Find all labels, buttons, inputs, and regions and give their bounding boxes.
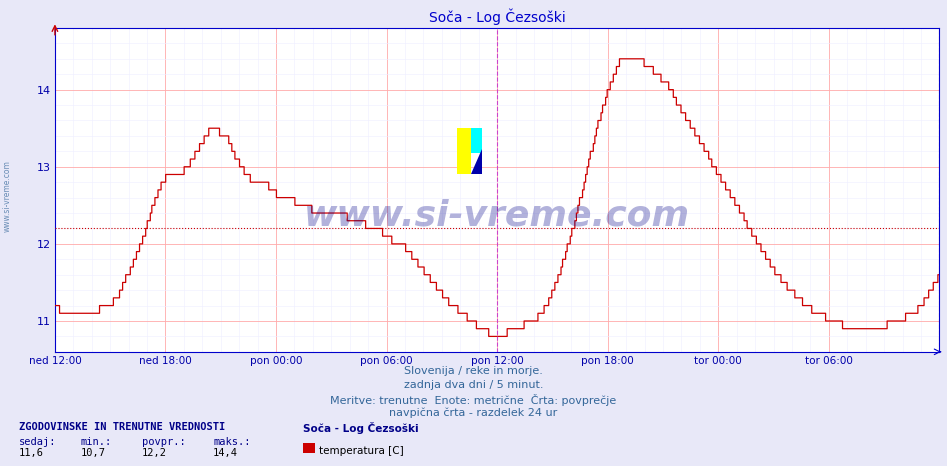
Text: navpična črta - razdelek 24 ur: navpična črta - razdelek 24 ur	[389, 408, 558, 418]
Text: 10,7: 10,7	[80, 448, 105, 458]
Text: 11,6: 11,6	[19, 448, 44, 458]
Text: Soča - Log Čezsoški: Soča - Log Čezsoški	[303, 422, 419, 434]
Text: Meritve: trenutne  Enote: metrične  Črta: povprečje: Meritve: trenutne Enote: metrične Črta: …	[331, 394, 616, 406]
Polygon shape	[471, 149, 482, 174]
Text: maks.:: maks.:	[213, 437, 251, 447]
Bar	[457, 128, 471, 174]
Text: temperatura [C]: temperatura [C]	[319, 446, 403, 456]
Bar	[471, 128, 482, 153]
Text: www.si-vreme.com: www.si-vreme.com	[304, 199, 690, 233]
Text: sedaj:: sedaj:	[19, 437, 57, 447]
Text: 12,2: 12,2	[142, 448, 167, 458]
Text: zadnja dva dni / 5 minut.: zadnja dva dni / 5 minut.	[403, 380, 544, 390]
Text: www.si-vreme.com: www.si-vreme.com	[3, 160, 12, 232]
Text: Slovenija / reke in morje.: Slovenija / reke in morje.	[404, 366, 543, 376]
Text: min.:: min.:	[80, 437, 112, 447]
Text: 14,4: 14,4	[213, 448, 238, 458]
Title: Soča - Log Čezsoški: Soča - Log Čezsoški	[429, 9, 565, 26]
Text: ZGODOVINSKE IN TRENUTNE VREDNOSTI: ZGODOVINSKE IN TRENUTNE VREDNOSTI	[19, 422, 225, 432]
Text: povpr.:: povpr.:	[142, 437, 186, 447]
